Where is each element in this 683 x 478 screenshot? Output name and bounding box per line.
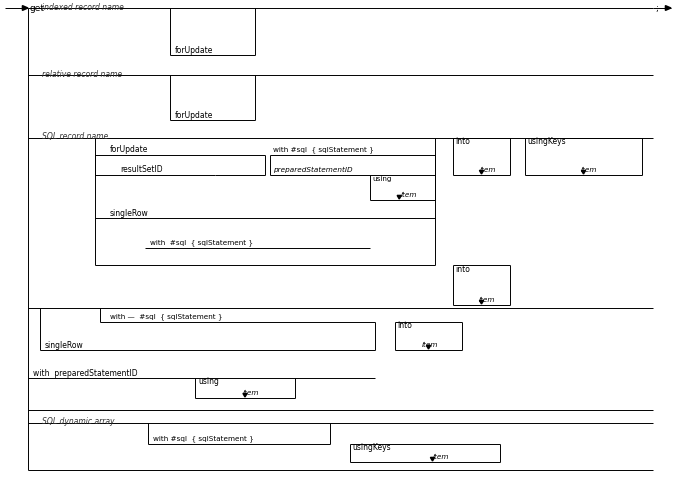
- Text: SQL record name: SQL record name: [42, 132, 108, 141]
- Polygon shape: [430, 457, 434, 461]
- Text: with #sql  { sqlStatement }: with #sql { sqlStatement }: [273, 147, 374, 153]
- Text: usingKeys: usingKeys: [527, 138, 566, 146]
- Text: with #sql  { sqlStatement }: with #sql { sqlStatement }: [153, 435, 254, 442]
- Polygon shape: [479, 170, 484, 174]
- Text: get: get: [30, 3, 45, 12]
- Text: SQL dynamic array: SQL dynamic array: [42, 417, 115, 426]
- Text: into: into: [455, 138, 470, 146]
- Text: with —  #sql  { sqlStatement }: with — #sql { sqlStatement }: [110, 314, 223, 320]
- Text: with  #sql  { sqlStatement }: with #sql { sqlStatement }: [150, 239, 253, 246]
- Text: item: item: [243, 390, 260, 396]
- Text: forUpdate: forUpdate: [175, 110, 213, 120]
- Polygon shape: [479, 300, 484, 304]
- Text: relative record name: relative record name: [42, 69, 122, 78]
- Text: resultSetID: resultSetID: [120, 165, 163, 174]
- Polygon shape: [397, 196, 402, 199]
- Text: usingKeys: usingKeys: [352, 444, 391, 453]
- Text: item: item: [422, 342, 438, 348]
- Text: ;: ;: [655, 3, 658, 12]
- Text: with  preparedStatementID: with preparedStatementID: [33, 369, 138, 378]
- Text: item: item: [581, 167, 598, 173]
- Text: preparedStatementID: preparedStatementID: [273, 167, 352, 173]
- Text: indexed record name: indexed record name: [42, 2, 124, 11]
- Text: item: item: [479, 297, 495, 303]
- Text: using: using: [198, 378, 219, 387]
- Text: into: into: [397, 322, 412, 330]
- Polygon shape: [23, 6, 28, 11]
- Text: forUpdate: forUpdate: [110, 145, 148, 154]
- Text: item: item: [432, 454, 449, 460]
- Text: into: into: [455, 264, 470, 273]
- Polygon shape: [665, 6, 671, 11]
- Text: singleRow: singleRow: [45, 340, 84, 349]
- Polygon shape: [581, 170, 585, 174]
- Text: item: item: [479, 167, 497, 173]
- Text: item: item: [400, 192, 417, 198]
- Text: using: using: [372, 176, 391, 182]
- Polygon shape: [243, 393, 247, 397]
- Polygon shape: [426, 346, 430, 349]
- Text: forUpdate: forUpdate: [175, 45, 213, 54]
- Text: singleRow: singleRow: [110, 208, 149, 217]
